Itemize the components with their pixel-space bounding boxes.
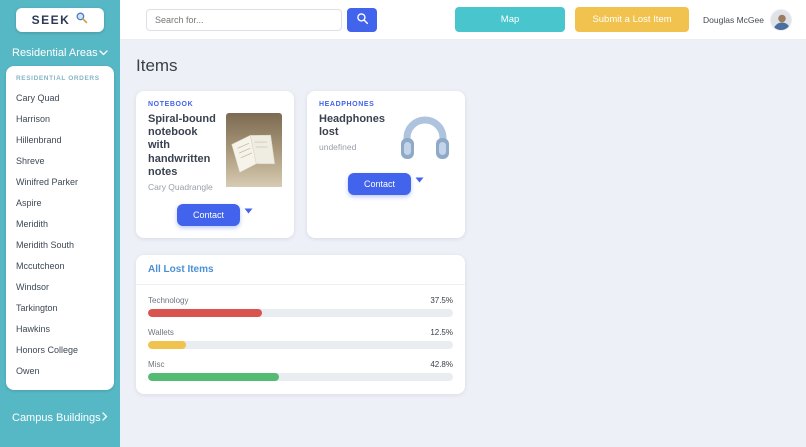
user-name: Douglas McGee <box>703 14 764 25</box>
chart-body: Technology 37.5% Wallets 12.5% <box>136 285 465 394</box>
chevron-right-icon <box>102 412 108 424</box>
residential-areas-label: Residential Areas <box>12 47 98 59</box>
chart-category-label: Wallets <box>148 327 174 337</box>
contact-row: Contact <box>319 173 453 195</box>
item-category-label: NOTEBOOK <box>148 101 194 108</box>
app-logo[interactable]: SEEK <box>16 8 104 32</box>
item-category-label: HEADPHONES <box>319 101 375 108</box>
sidebar-item-harrison[interactable]: Harrison <box>16 113 51 124</box>
campus-buildings-label: Campus Buildings <box>12 412 101 424</box>
item-card-headphones: HEADPHONES Headphones lost undefined <box>307 91 465 238</box>
avatar <box>770 8 792 31</box>
search-group <box>146 7 377 32</box>
lost-items-chart-card: All Lost Items Technology 37.5% Wa <box>136 254 465 394</box>
sidebar-item-winifred-parker[interactable]: Winifred Parker <box>16 176 79 187</box>
sidebar-item-hawkins[interactable]: Hawkins <box>16 323 51 334</box>
headphones-photo <box>397 113 453 161</box>
sidebar: SEEK Residential Areas RESIDENTIAL ORDER… <box>0 0 120 447</box>
sidebar-item-hillenbrand[interactable]: Hillenbrand <box>16 134 62 145</box>
sidebar-item-honors-college[interactable]: Honors College <box>16 344 79 355</box>
item-card-notebook: NOTEBOOK Spiral-bound notebook with hand… <box>136 91 294 238</box>
chevron-down-icon <box>99 47 108 59</box>
contact-dropdown-toggle[interactable] <box>415 173 424 183</box>
content-area: Items NOTEBOOK Spiral-bound notebook wit… <box>120 40 806 447</box>
notebook-photo <box>226 113 282 192</box>
search-icon <box>356 12 369 28</box>
caret-down-icon <box>244 202 253 217</box>
user-menu[interactable]: Douglas McGee <box>699 8 792 31</box>
sidebar-item-aspire[interactable]: Aspire <box>16 197 42 208</box>
item-title: Spiral-bound notebook with handwritten n… <box>148 113 216 178</box>
contact-row: Contact <box>148 203 282 226</box>
contact-button[interactable]: Contact <box>176 203 241 226</box>
item-location: undefined <box>319 142 357 153</box>
item-title: Headphones lost <box>319 113 386 139</box>
chart-value-label: 42.8% <box>430 359 453 369</box>
bar-track <box>148 372 453 381</box>
contact-dropdown-toggle[interactable] <box>244 204 253 214</box>
card-text-headphones: Headphones lost undefined <box>319 113 390 161</box>
item-cards-row: NOTEBOOK Spiral-bound notebook with hand… <box>136 91 790 238</box>
bar-track <box>148 340 453 349</box>
bar-track <box>148 308 453 317</box>
item-location: Cary Quadrangle <box>148 181 213 192</box>
card-main-headphones: Headphones lost undefined <box>319 113 453 161</box>
search-input[interactable] <box>146 8 342 31</box>
chart-category-label: Technology <box>148 295 189 305</box>
chart-row-head: Technology 37.5% <box>148 296 453 305</box>
chart-value-label: 37.5% <box>430 295 453 305</box>
card-main-notebook: Spiral-bound notebook with handwritten n… <box>148 113 282 192</box>
chart-title: All Lost Items <box>136 255 465 285</box>
chart-row-misc: Misc 42.8% <box>148 360 453 381</box>
chart-row-wallets: Wallets 12.5% <box>148 328 453 349</box>
bar-fill-misc <box>148 372 279 381</box>
chart-row-technology: Technology 37.5% <box>148 296 453 317</box>
sidebar-item-tarkington[interactable]: Tarkington <box>16 302 58 313</box>
top-actions: Map Submit a Lost Item Douglas McGee <box>455 7 792 32</box>
contact-button[interactable]: Contact <box>347 173 412 195</box>
sidebar-section-residential-areas[interactable]: Residential Areas <box>0 38 120 66</box>
sidebar-item-cary-quad[interactable]: Cary Quad <box>16 92 60 103</box>
sidebar-item-shreve[interactable]: Shreve <box>16 155 45 166</box>
chart-row-head: Wallets 12.5% <box>148 328 453 337</box>
residential-list-panel: RESIDENTIAL ORDERS Cary Quad Harrison Hi… <box>6 66 114 390</box>
chart-value-label: 12.5% <box>430 327 453 337</box>
chart-row-head: Misc 42.8% <box>148 360 453 369</box>
main-column: Map Submit a Lost Item Douglas McGee Ite… <box>120 0 806 447</box>
map-button[interactable]: Map <box>455 7 566 32</box>
page-title: Items <box>136 56 178 75</box>
magnifier-logo-icon <box>75 11 88 29</box>
sidebar-item-mccutcheon[interactable]: Mccutcheon <box>16 260 65 271</box>
sidebar-item-windsor[interactable]: Windsor <box>16 281 50 292</box>
bar-fill-wallets <box>148 340 187 349</box>
caret-down-icon <box>415 171 424 186</box>
chart-category-label: Misc <box>148 359 165 369</box>
bar-fill-technology <box>148 308 263 317</box>
top-bar: Map Submit a Lost Item Douglas McGee <box>120 0 806 40</box>
search-button[interactable] <box>347 7 377 32</box>
submit-lost-item-button[interactable]: Submit a Lost Item <box>575 7 690 32</box>
sidebar-item-meridith[interactable]: Meridith <box>16 218 49 229</box>
residential-orders-header: RESIDENTIAL ORDERS <box>16 75 100 82</box>
logo-area: SEEK <box>0 0 120 38</box>
sidebar-item-owen[interactable]: Owen <box>16 365 40 376</box>
sidebar-section-campus-buildings[interactable]: Campus Buildings <box>0 403 120 431</box>
card-text-notebook: Spiral-bound notebook with handwritten n… <box>148 113 219 192</box>
logo-text: SEEK <box>31 13 71 27</box>
sidebar-item-meridith-south[interactable]: Meridith South <box>16 239 75 250</box>
